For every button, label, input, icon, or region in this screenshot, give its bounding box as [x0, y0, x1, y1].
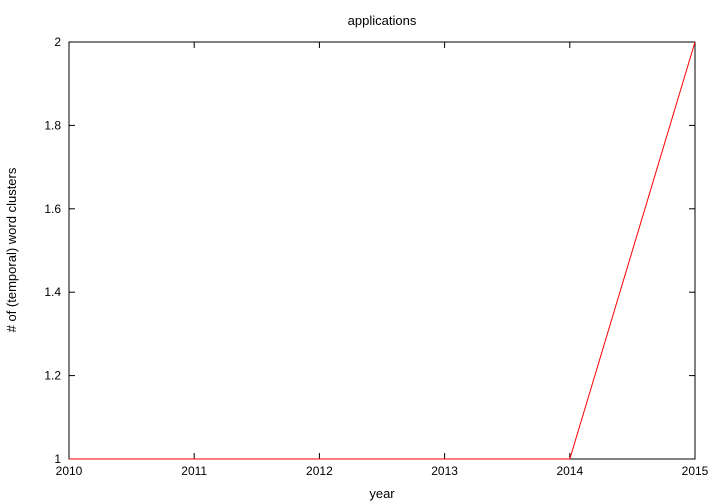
y-tick-label: 1.6: [44, 202, 61, 216]
y-axis-label: # of (temporal) word clusters: [4, 167, 19, 332]
plot-frame: [68, 41, 696, 460]
x-tick-label: 2011: [181, 464, 207, 478]
x-tick-label: 2015: [682, 464, 709, 478]
y-tick-labels: 1 1.2 1.4 1.6 1.8 2: [44, 35, 61, 466]
y-tick-label: 2: [54, 35, 61, 49]
y-tick-label: 1.4: [44, 285, 61, 299]
x-tick-label: 2012: [306, 464, 333, 478]
y-tick-label: 1: [54, 452, 61, 466]
series-line: [69, 41, 696, 460]
x-axis-label: year: [369, 486, 395, 501]
x-tick-label: 2014: [556, 464, 583, 478]
y-tick-label: 1.8: [44, 118, 61, 132]
chart-title: applications: [348, 13, 417, 28]
y-tick-label: 1.2: [44, 369, 61, 383]
series-group: [69, 41, 696, 460]
axis-ticks: [68, 41, 696, 460]
x-tick-label: 2010: [56, 464, 83, 478]
x-tick-labels: 2010 2011 2012 2013 2014 2015: [56, 464, 709, 478]
x-tick-label: 2013: [431, 464, 458, 478]
